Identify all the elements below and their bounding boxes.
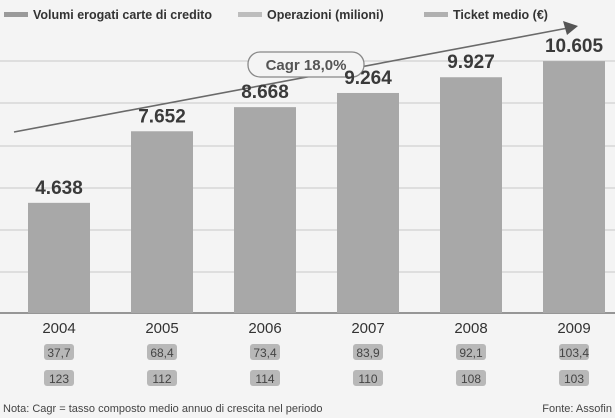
footnote: Nota: Cagr = tasso composto medio annuo … — [3, 403, 322, 415]
data-label: 7.652 — [138, 106, 186, 127]
x-tick-label: 2008 — [454, 320, 487, 337]
ticket-badge — [44, 370, 74, 386]
legend-swatch-operazioni — [238, 12, 262, 17]
bar — [543, 61, 605, 313]
operazioni-value: 73,4 — [253, 346, 277, 360]
bars — [28, 61, 605, 313]
ticket-badge — [250, 370, 280, 386]
bar — [440, 77, 502, 313]
cagr-arrow-line — [13, 27, 569, 133]
ticket-value: 108 — [461, 372, 481, 386]
cagr-annotation: Cagr 18,0% — [13, 21, 578, 133]
x-tick-label: 2007 — [351, 320, 384, 337]
cagr-label: Cagr 18,0% — [266, 57, 347, 74]
operazioni-value: 103,4 — [559, 346, 589, 360]
operazioni-value: 92,1 — [459, 346, 483, 360]
legend: Volumi erogati carte di credito Operazio… — [4, 8, 548, 22]
operazioni-value: 68,4 — [150, 346, 174, 360]
x-tick-label: 2009 — [557, 320, 590, 337]
data-label: 9.927 — [447, 52, 495, 73]
source-credit: Fonte: Assofin — [542, 403, 612, 415]
operazioni-value: 37,7 — [47, 346, 71, 360]
ticket-value: 123 — [49, 372, 69, 386]
grid — [0, 60, 615, 314]
bar — [28, 202, 90, 313]
legend-label-volumi: Volumi erogati carte di credito — [33, 8, 212, 22]
ticket-value: 103 — [564, 372, 584, 386]
data-label: 4.638 — [35, 178, 83, 199]
legend-label-operazioni: Operazioni (milioni) — [267, 8, 384, 22]
ticket-badge — [559, 370, 589, 386]
bar — [337, 92, 399, 313]
ticket-badge — [456, 370, 486, 386]
operazioni-badge — [147, 344, 177, 360]
data-label: 10.605 — [545, 36, 604, 57]
bar — [234, 107, 296, 313]
operazioni-badge — [456, 344, 486, 360]
ticket-row: 123 112 114 110 108 103 — [44, 370, 589, 386]
cagr-badge — [247, 51, 365, 78]
x-axis: 2004 2005 2006 2007 2008 2009 — [42, 320, 590, 337]
data-label: 9.264 — [344, 68, 392, 89]
operazioni-value: 83,9 — [356, 346, 380, 360]
x-tick-label: 2005 — [145, 320, 178, 337]
value-labels: 4.638 7.652 8.668 9.264 9.927 10.605 — [35, 36, 603, 199]
ticket-badge — [353, 370, 383, 386]
bar — [131, 131, 193, 313]
operazioni-badge — [44, 344, 74, 360]
ticket-badge — [147, 370, 177, 386]
operazioni-badge — [559, 344, 589, 360]
x-tick-label: 2004 — [42, 320, 75, 337]
x-tick-label: 2006 — [248, 320, 281, 337]
legend-swatch-ticket — [424, 12, 448, 17]
legend-swatch-volumi — [4, 12, 28, 17]
operazioni-badge — [353, 344, 383, 360]
ticket-value: 114 — [255, 372, 274, 386]
cagr-arrowhead — [563, 21, 578, 35]
ticket-value: 110 — [358, 372, 377, 386]
ticket-value: 112 — [152, 372, 171, 386]
data-label: 8.668 — [241, 82, 289, 103]
legend-label-ticket: Ticket medio (€) — [453, 8, 548, 22]
operazioni-row: 37,7 68,4 73,4 83,9 92,1 103,4 — [44, 344, 589, 360]
operazioni-badge — [250, 344, 280, 360]
